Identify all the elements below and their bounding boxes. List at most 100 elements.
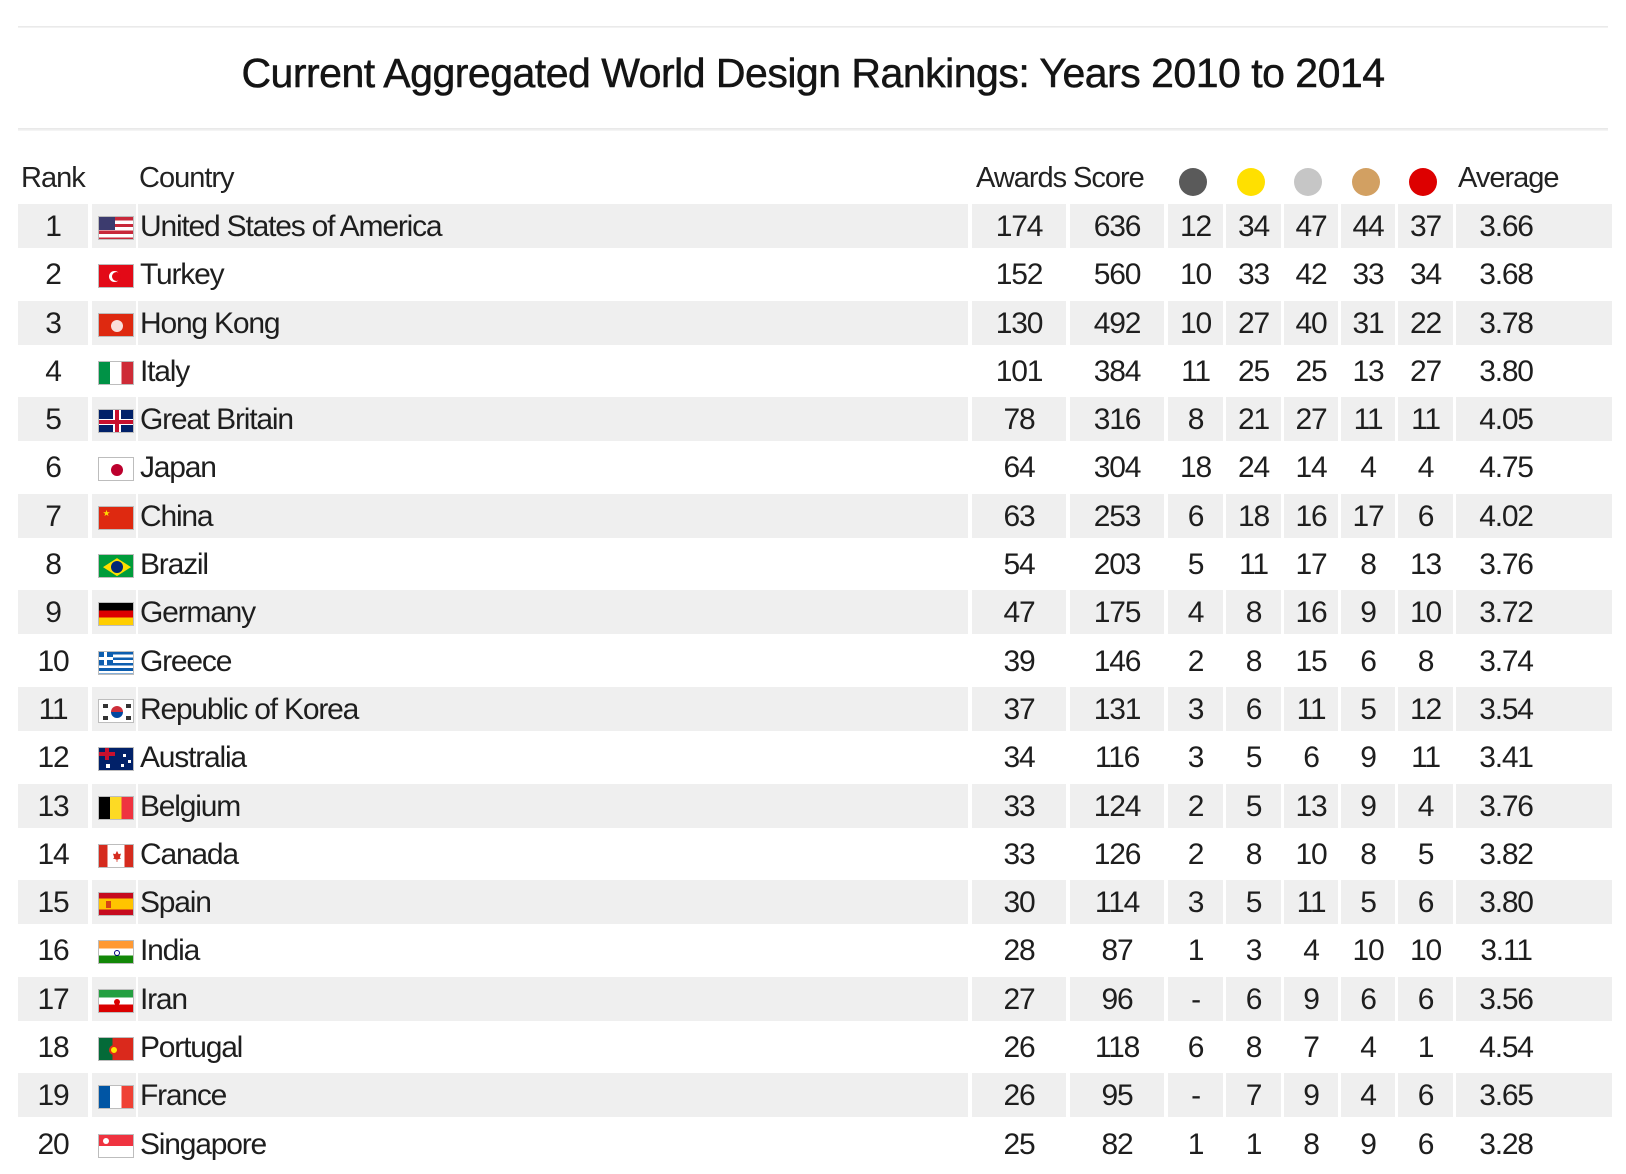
bronze-medal-count-cell: 9 — [1360, 1127, 1377, 1161]
red-medal-count-cell: 1 — [1417, 1031, 1435, 1065]
silver-medal-count-cell: 6 — [1303, 741, 1320, 775]
silver-medal-count-cell: 42 — [1295, 258, 1328, 292]
average-cell: 3.80 — [1479, 886, 1534, 920]
dark-medal-count-cell: 1 — [1187, 934, 1205, 968]
silver-medal-count-cell: 7 — [1303, 1031, 1320, 1065]
average-cell: 3.74 — [1479, 644, 1534, 678]
rankings-table: Rank Country Awards Score Average 1 Unite… — [18, 152, 1612, 1170]
gold-medal-count-cell: 24 — [1238, 451, 1270, 485]
average-cell: 3.41 — [1479, 741, 1534, 775]
table-row: 14 Canada 33 126 2 8 10 8 5 3.82 — [18, 831, 1612, 880]
table-row: 4 Italy 101 384 11 25 25 13 27 3.80 — [18, 348, 1612, 397]
awards-cell: 26 — [1003, 1031, 1036, 1065]
country-cell: Hong Kong — [140, 306, 281, 340]
rank-cell: 20 — [37, 1127, 70, 1161]
rank-cell: 1 — [45, 210, 62, 243]
average-cell: 3.82 — [1479, 837, 1534, 871]
table-row: 19 France 26 95 - 7 9 4 6 3.65 — [18, 1073, 1612, 1121]
table-row: 15 Spain 30 114 3 5 11 5 6 3.80 — [18, 880, 1612, 928]
table-row: 1 United States of America 174 636 12 34 47 44 3… — [18, 204, 1612, 252]
red-medal-count-cell: 37 — [1410, 210, 1442, 243]
silver-medal-count-cell: 10 — [1295, 837, 1328, 871]
rank-cell: 19 — [37, 1079, 70, 1113]
score-cell: 253 — [1093, 499, 1142, 533]
red-medal-count-cell: 11 — [1411, 741, 1441, 775]
silver-medal-count-cell: 11 — [1296, 886, 1327, 920]
table-row: 17 Iran 27 96-6 9 6 6 3.56 — [18, 976, 1612, 1025]
country-cell: Iran — [140, 982, 188, 1016]
dark-medal-count-cell: 4 — [1187, 596, 1205, 630]
bronze-medal-count-cell: 9 — [1360, 596, 1377, 630]
gold-medal-count-cell: 21 — [1238, 403, 1270, 437]
dark-medal-count-cell: 2 — [1187, 837, 1205, 871]
score-cell: 87 — [1101, 934, 1134, 968]
australia-flag — [98, 747, 134, 772]
country-cell: France — [140, 1079, 227, 1113]
silver-medal-count-cell: 11 — [1296, 692, 1327, 726]
awards-cell: 47 — [1003, 596, 1036, 630]
gold-medal-count-cell: 8 — [1245, 596, 1263, 630]
awards-cell: 78 — [1003, 403, 1036, 437]
portugal-flag — [98, 1037, 134, 1062]
rank-cell: 18 — [37, 1031, 70, 1065]
gold-medal-count-cell: 5 — [1245, 741, 1263, 775]
bronze-medal-count-cell: 6 — [1360, 644, 1377, 678]
gold-medal-count-cell: 6 — [1245, 982, 1263, 1016]
table-row: 11 Republic of Korea 37 131 3 6 11 5 12 3.54 — [18, 686, 1612, 735]
awards-cell: 33 — [1003, 837, 1036, 871]
country-cell: Spain — [140, 886, 212, 920]
table-row: 8 Brazil 54 203 5 11 17 8 13 3.76 — [18, 542, 1612, 590]
country-cell: Japan — [140, 451, 217, 485]
bronze-medal-count-cell: 31 — [1352, 306, 1385, 340]
rank-cell: 14 — [37, 837, 70, 871]
gold-medal-count-cell: 25 — [1238, 354, 1270, 388]
rank-cell: 5 — [45, 403, 62, 437]
table-row: 16 India 28 87 1 3 4 10 10 3.11 — [18, 928, 1612, 976]
score-cell: 114 — [1094, 886, 1140, 920]
japan-flag — [98, 457, 134, 482]
awards-cell: 130 — [995, 306, 1044, 340]
dark-medal-count-cell: 3 — [1187, 741, 1205, 775]
top-divider — [18, 26, 1608, 28]
awards-cell: 101 — [995, 354, 1044, 388]
silver-medal-count-cell: 15 — [1295, 644, 1328, 678]
red-medal-count-cell: 5 — [1417, 837, 1435, 871]
awards-cell: 34 — [1003, 741, 1036, 775]
red-medal-count-cell: 10 — [1410, 596, 1442, 630]
score-cell: 636 — [1093, 210, 1142, 243]
score-cell: 131 — [1093, 692, 1142, 726]
red-medal-count-cell: 13 — [1410, 548, 1442, 582]
gold-medal-count-cell: 8 — [1245, 644, 1263, 678]
bronze-medal-count-cell: 10 — [1352, 934, 1385, 968]
turkey-flag — [98, 264, 134, 289]
country-cell: United States of America — [140, 210, 443, 243]
score-cell: 96 — [1101, 982, 1134, 1016]
dark-medal-count-cell: 3 — [1187, 692, 1205, 726]
average-cell: 3.80 — [1479, 354, 1534, 388]
dark-medal-count-cell: 11 — [1181, 354, 1211, 388]
gold-medal-icon — [1237, 168, 1265, 196]
bronze-medal-count-cell: 44 — [1352, 210, 1385, 243]
silver-medal-count-cell: 47 — [1295, 210, 1328, 243]
red-medal-count-cell: 27 — [1410, 354, 1442, 388]
score-cell: 118 — [1094, 1031, 1140, 1065]
dark-medal-count-cell: 2 — [1187, 789, 1205, 823]
table-row: 6 Japan 64 304 18 24 14 4 4 4.75 — [18, 445, 1612, 493]
average-cell: 3.76 — [1479, 789, 1534, 823]
score-cell: 146 — [1093, 644, 1142, 678]
rank-cell: 11 — [38, 692, 69, 726]
gold-medal-count-cell: 8 — [1245, 1031, 1263, 1065]
rank-cell: 3 — [45, 306, 62, 340]
table-row: 3 Hong Kong 130 492 10 27 40 31 22 3.78 — [18, 300, 1612, 349]
belgium-flag — [98, 795, 134, 820]
bronze-medal-count-cell: 5 — [1360, 886, 1377, 920]
silver-medal-count-cell: 13 — [1295, 789, 1328, 823]
table-row: 9 Germany 47 175 4 8 16 9 10 3.72 — [18, 590, 1612, 638]
bronze-medal-count-cell: 13 — [1352, 354, 1385, 388]
dark-medal-count-cell: 2 — [1187, 644, 1205, 678]
red-medal-count-cell: 11 — [1411, 403, 1441, 437]
silver-medal-count-cell: 40 — [1295, 306, 1328, 340]
country-cell: Italy — [140, 354, 190, 388]
country-cell: Republic of Korea — [140, 692, 359, 726]
hong-kong-flag — [98, 312, 134, 337]
